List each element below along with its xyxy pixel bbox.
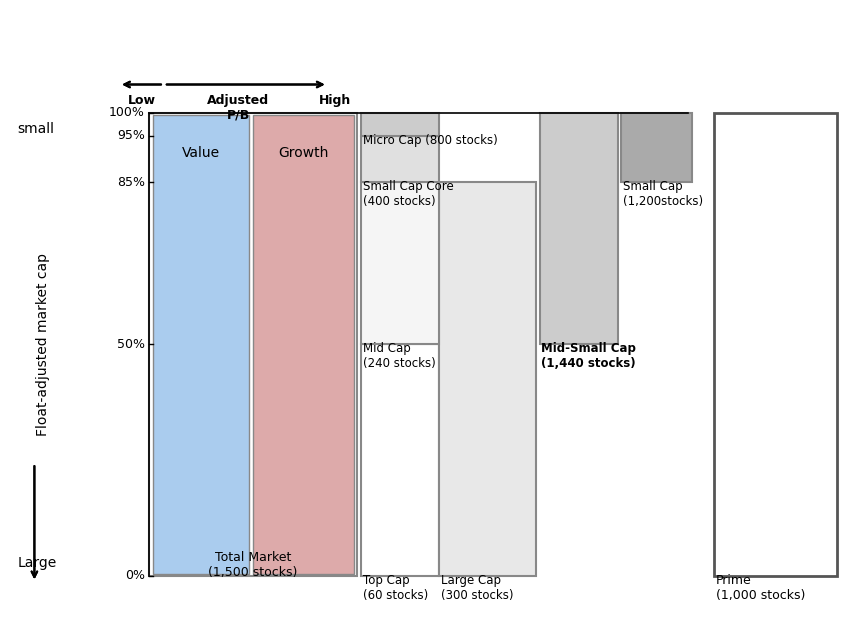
Text: 100%: 100%	[109, 106, 144, 119]
Text: Float-adjusted market cap: Float-adjusted market cap	[36, 253, 50, 436]
Text: 95%: 95%	[117, 130, 144, 142]
Text: 85%: 85%	[117, 176, 144, 188]
Text: Mid Cap
(240 stocks): Mid Cap (240 stocks)	[363, 342, 435, 371]
Text: 0%: 0%	[125, 570, 144, 582]
Text: Value: Value	[182, 146, 220, 160]
Text: Large Cap
(300 stocks): Large Cap (300 stocks)	[441, 574, 513, 602]
Text: Low: Low	[127, 94, 156, 107]
Text: High: High	[319, 94, 351, 107]
Text: Prime
(1,000 stocks): Prime (1,000 stocks)	[716, 574, 806, 602]
Text: 50%: 50%	[117, 338, 144, 351]
Text: Total Market
(1,500 stocks): Total Market (1,500 stocks)	[208, 551, 298, 579]
Text: small: small	[17, 122, 54, 136]
Text: Adjusted
P/B: Adjusted P/B	[207, 94, 269, 122]
Text: Micro Cap (800 stocks): Micro Cap (800 stocks)	[363, 134, 497, 147]
Text: Small Cap
(1,200stocks): Small Cap (1,200stocks)	[624, 180, 703, 208]
Text: Small Cap Core
(400 stocks): Small Cap Core (400 stocks)	[363, 180, 453, 208]
Text: Mid-Small Cap
(1,440 stocks): Mid-Small Cap (1,440 stocks)	[541, 342, 636, 371]
Text: Growth: Growth	[279, 146, 329, 160]
Text: Top Cap
(60 stocks): Top Cap (60 stocks)	[363, 574, 428, 602]
Text: Large: Large	[17, 556, 57, 570]
